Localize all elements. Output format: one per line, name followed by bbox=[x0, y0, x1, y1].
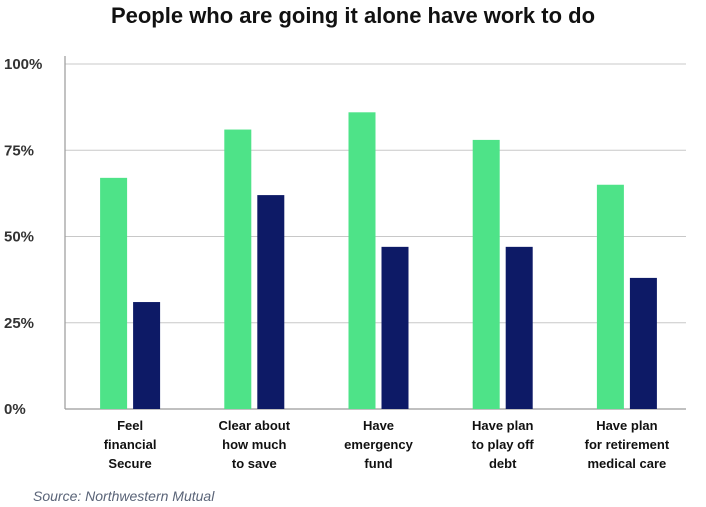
category-label: how much bbox=[222, 437, 286, 452]
y-tick-label: 0% bbox=[4, 401, 26, 418]
y-tick-label: 100% bbox=[4, 56, 42, 73]
category-label: to save bbox=[232, 456, 277, 471]
bar-series-2 bbox=[505, 246, 533, 409]
category-label: financial bbox=[104, 437, 157, 452]
y-tick-label: 75% bbox=[4, 142, 34, 159]
chart-title: People who are going it alone have work … bbox=[110, 3, 596, 28]
bar-series-1 bbox=[224, 129, 252, 410]
y-tick-label: 25% bbox=[4, 315, 34, 332]
category-label: Clear about bbox=[219, 418, 291, 433]
category-label: to play off bbox=[472, 437, 535, 452]
category-labels: Feel financial Secure Clear about how much to… bbox=[104, 418, 670, 471]
bar-series-2 bbox=[629, 277, 657, 409]
category-label: debt bbox=[489, 456, 517, 471]
bar-series-1 bbox=[596, 184, 624, 409]
bar-series-1 bbox=[100, 177, 128, 409]
bar-series-2 bbox=[257, 195, 285, 409]
category-label: for retirement bbox=[585, 437, 670, 452]
category-label: Have plan bbox=[472, 418, 533, 433]
bar-series-2 bbox=[133, 302, 161, 409]
category-label: Feel bbox=[117, 418, 143, 433]
category-label: fund bbox=[364, 456, 392, 471]
bar-series-1 bbox=[472, 139, 500, 409]
category-label: emergency bbox=[344, 437, 413, 452]
y-tick-label: 50% bbox=[4, 229, 34, 246]
category-label: Have bbox=[363, 418, 394, 433]
source-note: Source: Northwestern Mutual bbox=[33, 488, 215, 504]
y-tick-labels: 0% 25% 50% 75% 100% bbox=[4, 56, 42, 418]
category-label: medical care bbox=[588, 456, 667, 471]
category-label: Have plan bbox=[596, 418, 657, 433]
bars bbox=[100, 112, 657, 410]
bar-series-1 bbox=[348, 112, 376, 410]
category-label: Secure bbox=[108, 456, 151, 471]
bar-series-2 bbox=[381, 246, 409, 409]
